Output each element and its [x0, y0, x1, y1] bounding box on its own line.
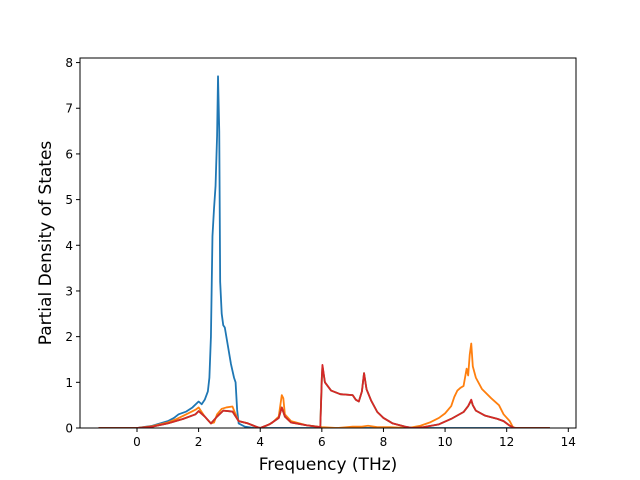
- x-tick-label: 6: [318, 435, 326, 449]
- y-tick-label: 5: [65, 193, 73, 207]
- y-tick-label: 0: [65, 422, 73, 436]
- y-tick-label: 4: [65, 239, 73, 253]
- x-tick-label: 10: [437, 435, 452, 449]
- x-tick-label: 2: [195, 435, 203, 449]
- series-line-4: [98, 364, 550, 428]
- x-tick-label: 14: [561, 435, 576, 449]
- y-tick-label: 6: [65, 147, 73, 161]
- x-tick-label: 12: [499, 435, 514, 449]
- series-line-2: [98, 342, 550, 428]
- plot-frame: [79, 57, 577, 429]
- series-line-1: [98, 75, 550, 428]
- x-tick-label: 4: [256, 435, 264, 449]
- y-tick-label: 7: [65, 102, 73, 116]
- y-tick-label: 3: [65, 284, 73, 298]
- y-tick-label: 1: [65, 376, 73, 390]
- x-tick-label: 0: [133, 435, 141, 449]
- x-axis-label: Frequency (THz): [259, 455, 398, 475]
- series-layer: [98, 75, 550, 428]
- x-axis-ticks: 0 2 4 6 8 10 12 14: [133, 428, 576, 449]
- y-tick-label: 8: [65, 56, 73, 70]
- y-axis-ticks: 0 1 2 3 4 5 6 7 8: [65, 56, 80, 436]
- y-tick-label: 2: [65, 330, 73, 344]
- y-axis-label: Partial Density of States: [36, 141, 56, 346]
- x-tick-label: 8: [380, 435, 388, 449]
